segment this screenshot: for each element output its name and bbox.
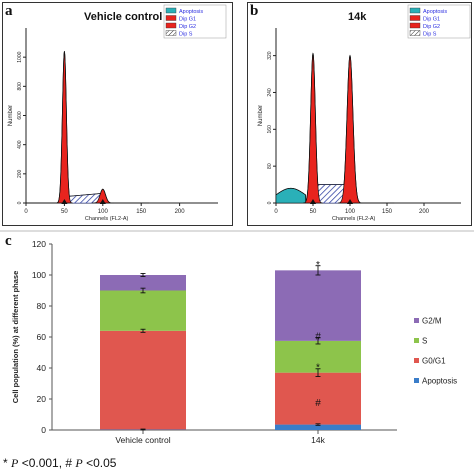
b-trace <box>275 53 395 204</box>
c-y-tick-label: 80 <box>37 301 47 311</box>
b-peak-marker <box>310 199 316 204</box>
c-legend-label: S <box>422 337 427 346</box>
bar-segment-g2-m <box>275 270 361 341</box>
stacked-bar-chart: 0 20 40 60 80 100 120 Cell population (%) at di… <box>11 239 457 445</box>
c-category-label: Vehicle control <box>115 435 170 445</box>
b-y-tick-label: 160 <box>267 125 273 134</box>
b-x-axis-label: Channels (FL2-A) <box>332 216 376 222</box>
c-y-tick-label: 20 <box>37 394 47 404</box>
b-legend-label: Dip S <box>423 32 437 38</box>
footnote-star: * <box>3 456 8 470</box>
c-legend-swatch <box>414 358 419 363</box>
panel-title-b: 14k <box>348 11 367 23</box>
a-legend-swatch <box>165 15 177 21</box>
footnote-p2: P <box>75 456 83 470</box>
a-trace <box>26 51 149 204</box>
b-x-tick-label: 50 <box>310 209 317 215</box>
b-peak-marker <box>347 199 353 204</box>
a-legend-label: Apoptosis <box>179 9 203 15</box>
c-legend-swatch <box>414 338 419 343</box>
c-category-label: 14k <box>311 435 325 445</box>
significance-mark: # <box>315 331 321 342</box>
b-y-tick-label: 0 <box>267 201 273 204</box>
b-apoptosis-area <box>275 187 306 204</box>
a-peak-g1 <box>56 50 74 204</box>
a-x-tick-label: 200 <box>175 209 186 215</box>
c-legend-label: G2/M <box>422 317 442 326</box>
footnote-p1: P <box>11 456 19 470</box>
c-y-axis-label: Cell population (%) at different phase <box>11 271 20 404</box>
histogram-b: 0 80 160 240 320 0 50 100 150 200 Channels (FL2-A)… <box>258 4 471 222</box>
a-x-axis-label: Channels (FL2-A) <box>85 216 129 222</box>
footnote-text-1: <0.001, # <box>18 456 76 470</box>
a-y-tick-label: 400 <box>17 140 23 149</box>
c-y-tick-label: 60 <box>37 332 47 342</box>
b-y-tick-label: 320 <box>267 51 273 60</box>
significance-mark: * <box>316 260 320 271</box>
c-y-tick-label: 0 <box>41 425 46 435</box>
a-x-tick-label: 150 <box>136 209 147 215</box>
c-legend-label: Apoptosis <box>422 377 457 386</box>
a-x-tick-label: 50 <box>61 209 68 215</box>
b-y-tick-label: 240 <box>267 88 273 97</box>
bar-segment-g2-m <box>100 275 186 291</box>
c-legend-swatch <box>414 378 419 383</box>
a-y-axis-label: Number <box>8 105 14 126</box>
a-peak-marker <box>99 199 106 204</box>
a-y-tick-label: 200 <box>17 169 23 178</box>
significance-mark: * <box>316 362 320 373</box>
panel-letter-b: b <box>250 3 259 19</box>
panel-letter-a: a <box>5 3 13 19</box>
a-y-tick-label: 600 <box>17 111 23 120</box>
a-legend-swatch <box>165 30 177 36</box>
panel-title-a: Vehicle control <box>84 11 163 23</box>
panel-letter-c: c <box>5 233 12 249</box>
b-legend-swatch <box>409 22 421 29</box>
a-y-tick-label: 1000 <box>17 51 23 62</box>
footnote-text-2: <0.05 <box>82 456 117 470</box>
b-y-tick-label: 80 <box>267 163 273 169</box>
bar-segment-g0-g1 <box>275 372 361 425</box>
a-legend-swatch <box>165 22 177 29</box>
c-y-tick-label: 120 <box>32 239 46 249</box>
significance-mark: # <box>315 398 321 409</box>
b-x-tick-label: 0 <box>274 209 278 215</box>
b-legend-label: Apoptosis <box>423 9 447 15</box>
a-y-tick-label: 0 <box>17 201 23 204</box>
c-y-tick-label: 40 <box>37 363 47 373</box>
bar-segment-s <box>275 340 361 373</box>
bar-segment-apoptosis <box>275 424 361 430</box>
b-legend-label: Dip G1 <box>423 17 440 23</box>
b-legend-swatch <box>409 15 421 21</box>
bar-segment-s <box>100 290 186 331</box>
histogram-a: 0 200 400 600 800 1000 0 50 100 150 200 Channels (F… <box>8 4 227 222</box>
significance-footnote: * P <0.001, # P <0.05 <box>3 456 116 471</box>
bar-segment-g0-g1 <box>100 330 186 430</box>
a-legend-swatch <box>165 7 177 14</box>
a-legend-label: Dip S <box>179 32 193 38</box>
a-y-tick-label: 800 <box>17 82 23 91</box>
b-x-tick-label: 100 <box>345 209 356 215</box>
b-x-tick-label: 200 <box>419 209 430 215</box>
c-legend-swatch <box>414 318 419 323</box>
a-x-tick-label: 0 <box>24 209 28 215</box>
b-peak-g2 <box>337 54 363 204</box>
b-x-tick-label: 150 <box>382 209 393 215</box>
a-legend-label: Dip G2 <box>179 24 196 30</box>
b-legend-swatch <box>409 30 421 36</box>
b-legend-swatch <box>409 7 421 14</box>
panel-a-border <box>2 2 233 226</box>
a-peak-marker <box>61 199 68 204</box>
c-legend-label: G0/G1 <box>422 357 446 366</box>
a-legend-label: Dip G1 <box>179 17 196 23</box>
b-y-axis-label: Number <box>258 105 264 126</box>
b-legend-label: Dip G2 <box>423 24 440 30</box>
a-x-tick-label: 100 <box>98 209 109 215</box>
panel-b-border <box>247 2 472 226</box>
c-y-tick-label: 100 <box>32 270 46 280</box>
b-peak-g1 <box>303 52 324 204</box>
